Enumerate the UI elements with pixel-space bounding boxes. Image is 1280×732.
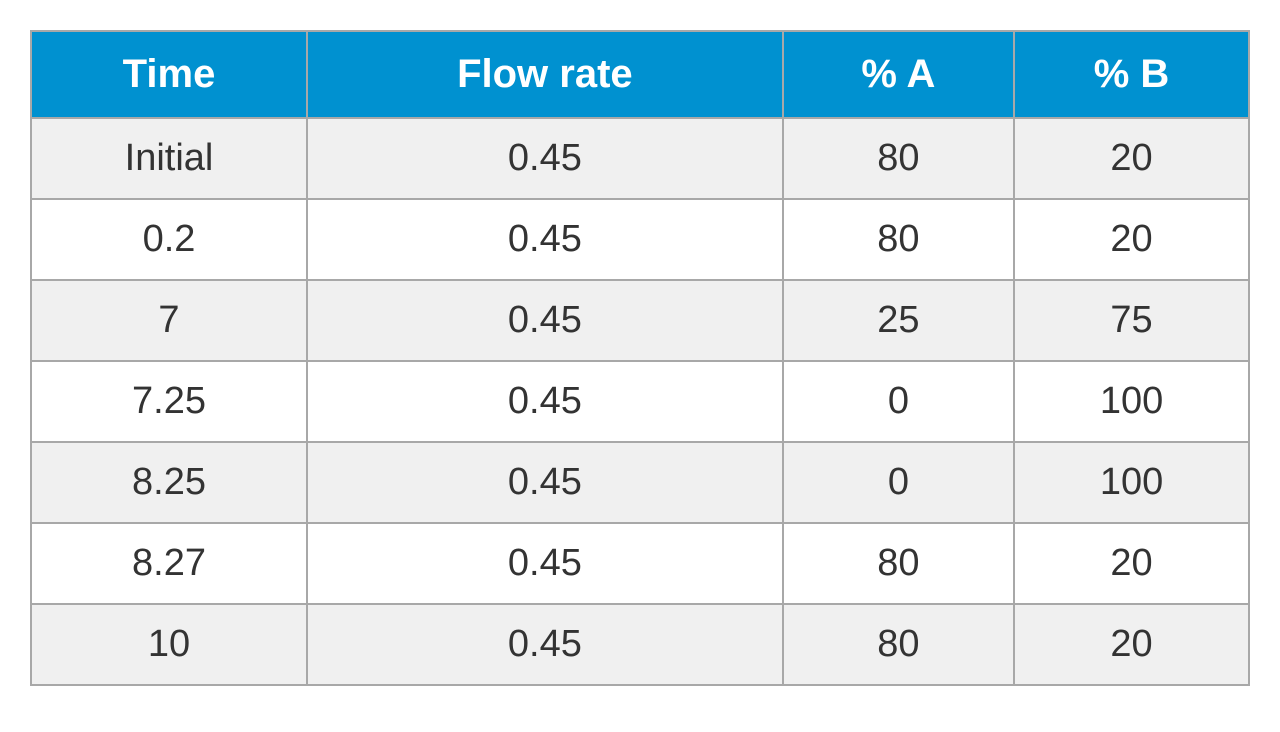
cell-percent-b: 20 — [1014, 523, 1249, 604]
col-header-percent-b: % B — [1014, 31, 1249, 118]
cell-percent-a: 0 — [783, 361, 1014, 442]
cell-flowrate: 0.45 — [307, 118, 783, 199]
col-header-flowrate: Flow rate — [307, 31, 783, 118]
table-row: 7 0.45 25 75 — [31, 280, 1249, 361]
cell-flowrate: 0.45 — [307, 442, 783, 523]
cell-time: Initial — [31, 118, 307, 199]
cell-percent-a: 80 — [783, 118, 1014, 199]
cell-percent-b: 100 — [1014, 361, 1249, 442]
table-row: 7.25 0.45 0 100 — [31, 361, 1249, 442]
table-row: 8.25 0.45 0 100 — [31, 442, 1249, 523]
cell-time: 7 — [31, 280, 307, 361]
gradient-table: Time Flow rate % A % B Initial 0.45 80 2… — [30, 30, 1250, 686]
table-row: 8.27 0.45 80 20 — [31, 523, 1249, 604]
cell-percent-a: 0 — [783, 442, 1014, 523]
cell-flowrate: 0.45 — [307, 604, 783, 685]
table-row: 0.2 0.45 80 20 — [31, 199, 1249, 280]
table-row: 10 0.45 80 20 — [31, 604, 1249, 685]
cell-flowrate: 0.45 — [307, 361, 783, 442]
table-row: Initial 0.45 80 20 — [31, 118, 1249, 199]
cell-percent-b: 20 — [1014, 199, 1249, 280]
cell-time: 7.25 — [31, 361, 307, 442]
cell-percent-a: 80 — [783, 523, 1014, 604]
cell-flowrate: 0.45 — [307, 523, 783, 604]
cell-percent-a: 80 — [783, 199, 1014, 280]
col-header-percent-a: % A — [783, 31, 1014, 118]
cell-percent-a: 25 — [783, 280, 1014, 361]
cell-time: 8.27 — [31, 523, 307, 604]
cell-percent-b: 100 — [1014, 442, 1249, 523]
cell-time: 10 — [31, 604, 307, 685]
cell-time: 8.25 — [31, 442, 307, 523]
cell-flowrate: 0.45 — [307, 280, 783, 361]
col-header-time: Time — [31, 31, 307, 118]
table-header-row: Time Flow rate % A % B — [31, 31, 1249, 118]
cell-percent-a: 80 — [783, 604, 1014, 685]
cell-percent-b: 75 — [1014, 280, 1249, 361]
cell-flowrate: 0.45 — [307, 199, 783, 280]
cell-percent-b: 20 — [1014, 118, 1249, 199]
gradient-table-container: Time Flow rate % A % B Initial 0.45 80 2… — [30, 30, 1250, 686]
cell-percent-b: 20 — [1014, 604, 1249, 685]
cell-time: 0.2 — [31, 199, 307, 280]
